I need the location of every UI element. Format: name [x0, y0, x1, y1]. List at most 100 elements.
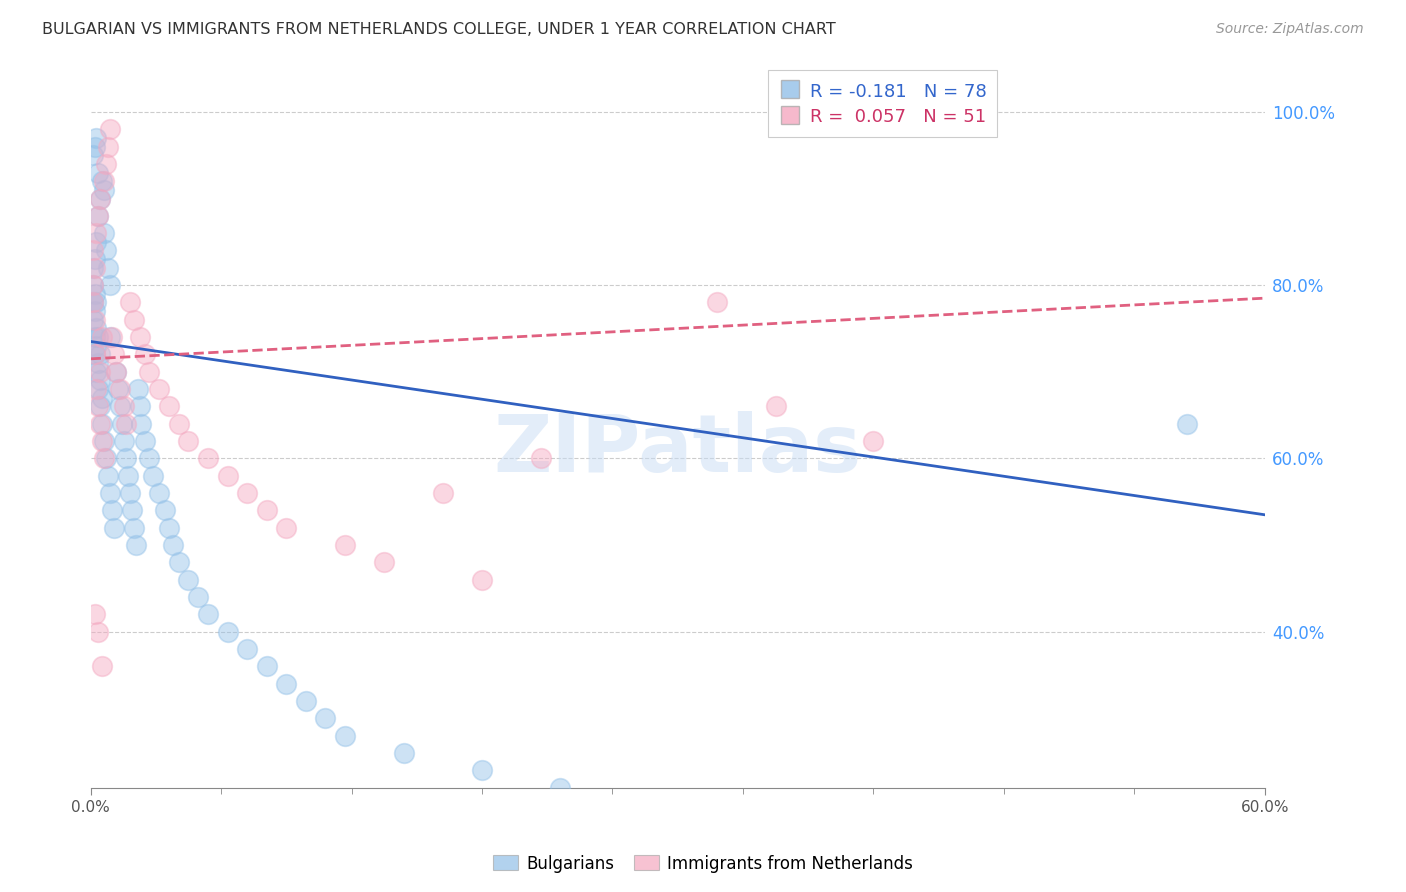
Point	[83, 139, 105, 153]
Point	[98, 122, 121, 136]
Point	[765, 400, 787, 414]
Point	[89, 192, 111, 206]
Point	[108, 400, 131, 414]
Point	[314, 711, 336, 725]
Point	[862, 434, 884, 449]
Point	[471, 573, 494, 587]
Point	[550, 780, 572, 795]
Point	[115, 417, 138, 431]
Point	[91, 434, 114, 449]
Point	[471, 764, 494, 778]
Point	[93, 226, 115, 240]
Legend: Bulgarians, Immigrants from Netherlands: Bulgarians, Immigrants from Netherlands	[486, 848, 920, 880]
Point	[276, 521, 298, 535]
Point	[432, 486, 454, 500]
Point	[217, 624, 239, 639]
Point	[87, 624, 110, 639]
Point	[373, 556, 395, 570]
Point	[118, 295, 141, 310]
Point	[333, 538, 356, 552]
Point	[333, 729, 356, 743]
Point	[86, 226, 108, 240]
Point	[103, 347, 125, 361]
Point	[115, 451, 138, 466]
Point	[131, 417, 153, 431]
Point	[86, 382, 108, 396]
Point	[392, 746, 415, 760]
Point	[87, 209, 110, 223]
Point	[86, 295, 108, 310]
Point	[121, 503, 143, 517]
Point	[197, 451, 219, 466]
Point	[86, 321, 108, 335]
Point	[157, 521, 180, 535]
Point	[177, 434, 200, 449]
Point	[122, 521, 145, 535]
Point	[83, 304, 105, 318]
Point	[96, 244, 118, 258]
Point	[187, 590, 209, 604]
Point	[82, 295, 104, 310]
Point	[101, 503, 124, 517]
Point	[82, 313, 104, 327]
Point	[82, 278, 104, 293]
Point	[83, 260, 105, 275]
Point	[530, 451, 553, 466]
Point	[86, 339, 108, 353]
Point	[83, 347, 105, 361]
Point	[87, 382, 110, 396]
Point	[128, 400, 150, 414]
Point	[118, 486, 141, 500]
Point	[87, 400, 110, 414]
Point	[167, 417, 190, 431]
Point	[108, 382, 131, 396]
Point	[122, 313, 145, 327]
Point	[157, 400, 180, 414]
Point	[1175, 417, 1198, 431]
Point	[91, 174, 114, 188]
Point	[86, 365, 108, 379]
Point	[83, 252, 105, 267]
Point	[96, 451, 118, 466]
Point	[82, 148, 104, 162]
Text: ZIPatlas: ZIPatlas	[494, 410, 862, 489]
Point	[128, 330, 150, 344]
Point	[82, 295, 104, 310]
Point	[162, 538, 184, 552]
Point	[134, 347, 156, 361]
Point	[91, 417, 114, 431]
Point	[87, 209, 110, 223]
Point	[112, 434, 135, 449]
Point	[89, 417, 111, 431]
Point	[217, 468, 239, 483]
Point	[138, 451, 160, 466]
Point	[98, 278, 121, 293]
Point	[124, 538, 146, 552]
Point	[111, 417, 134, 431]
Point	[236, 642, 259, 657]
Point	[112, 400, 135, 414]
Point	[142, 468, 165, 483]
Point	[83, 607, 105, 622]
Point	[82, 260, 104, 275]
Point	[93, 174, 115, 188]
Point	[87, 330, 110, 344]
Point	[138, 365, 160, 379]
Point	[256, 503, 278, 517]
Point	[103, 521, 125, 535]
Point	[83, 313, 105, 327]
Point	[105, 365, 128, 379]
Point	[89, 347, 111, 361]
Point	[83, 347, 105, 361]
Point	[89, 192, 111, 206]
Point	[706, 295, 728, 310]
Point	[93, 434, 115, 449]
Point	[167, 556, 190, 570]
Point	[93, 183, 115, 197]
Point	[127, 382, 149, 396]
Point	[83, 286, 105, 301]
Text: Source: ZipAtlas.com: Source: ZipAtlas.com	[1216, 22, 1364, 37]
Point	[236, 486, 259, 500]
Legend: R = -0.181   N = 78, R =  0.057   N = 51: R = -0.181 N = 78, R = 0.057 N = 51	[768, 70, 997, 137]
Point	[86, 131, 108, 145]
